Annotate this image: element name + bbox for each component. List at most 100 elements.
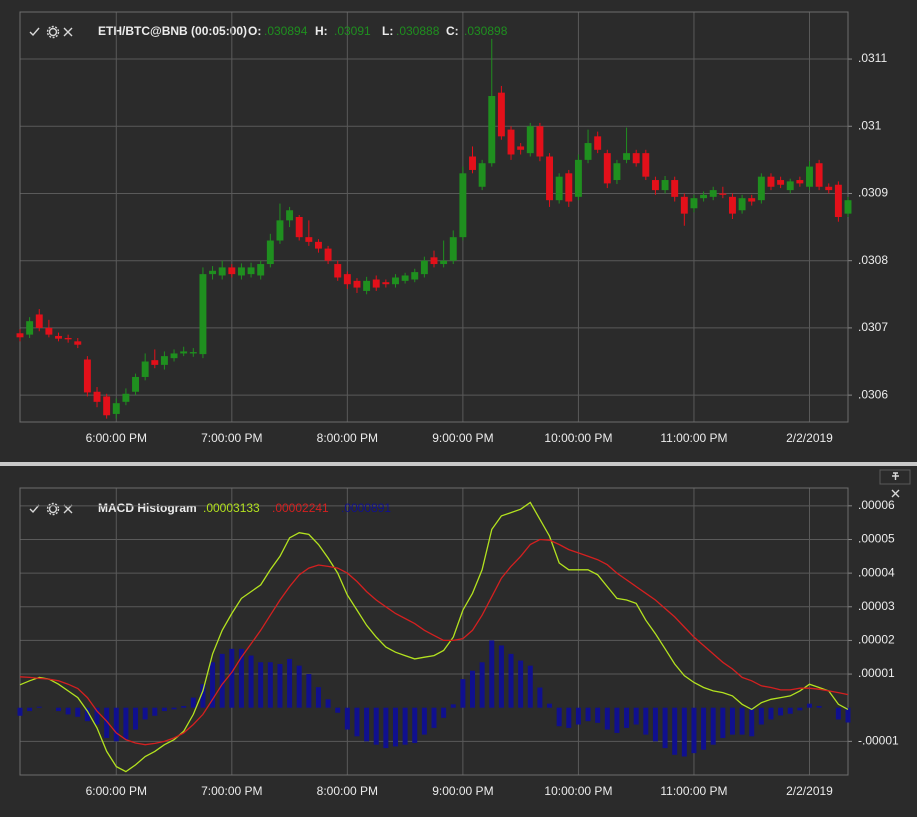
candle-body: [132, 376, 140, 392]
histogram-bar: [229, 648, 235, 708]
histogram-bar: [691, 707, 697, 754]
candle-body: [93, 391, 101, 402]
legend-entry: .00002241: [272, 501, 329, 515]
legend-key: C:: [446, 24, 459, 38]
histogram-bar: [402, 707, 408, 745]
candle-body: [83, 359, 91, 393]
candle-body: [343, 274, 351, 285]
candle-body: [372, 279, 380, 288]
histogram-bar: [315, 687, 321, 708]
histogram-bar: [701, 707, 707, 750]
top-toolbar: [29, 25, 73, 39]
x-tick-label: 11:00:00 PM: [660, 784, 727, 798]
settings-icon[interactable]: [46, 25, 60, 39]
x-tick-label: 8:00:00 PM: [317, 431, 378, 445]
histogram-bar: [518, 660, 524, 708]
histogram-bar: [354, 707, 360, 737]
histogram-bar: [258, 662, 264, 708]
candle-body: [738, 198, 746, 211]
candle-body: [257, 264, 265, 276]
candle-body: [170, 353, 178, 359]
x-tick-label: 6:00:00 PM: [86, 431, 147, 445]
x-tick-label: 7:00:00 PM: [201, 784, 262, 798]
candle-body: [45, 327, 53, 335]
candle-body: [796, 180, 804, 184]
pin-icon: [892, 472, 899, 480]
y-tick-label: .031: [858, 118, 882, 132]
histogram-bar: [431, 707, 437, 728]
candle-body: [584, 143, 592, 160]
candle-body: [526, 126, 534, 154]
candle-body: [295, 217, 303, 238]
candle-body: [411, 272, 419, 280]
candle-body: [189, 352, 197, 354]
candle-body: [141, 361, 149, 377]
histogram-bar: [739, 707, 745, 735]
candle-body: [74, 341, 82, 345]
histogram-bar: [161, 707, 167, 712]
y-tick-label: .0306: [858, 387, 888, 401]
histogram-bar: [575, 707, 581, 725]
candle-body: [700, 194, 708, 199]
histogram-bar: [633, 707, 639, 725]
candle-body: [228, 267, 236, 275]
histogram-bar: [527, 665, 533, 708]
histogram-bar: [787, 707, 793, 714]
close-icon[interactable]: [63, 504, 73, 514]
histogram-bar: [56, 707, 62, 712]
histogram-bar: [758, 707, 764, 725]
y-tick-label: .0307: [858, 320, 888, 334]
histogram-bar: [94, 707, 100, 725]
legend-entry: .00003133: [203, 501, 260, 515]
histogram-bar: [749, 707, 755, 737]
candle-body: [35, 314, 43, 328]
histogram-bar: [768, 707, 774, 720]
panel-close-icon[interactable]: [891, 489, 900, 498]
histogram-bar: [556, 707, 562, 727]
chart-title: ETH/BTC@BNB (00:05:00): [98, 24, 247, 38]
check-icon[interactable]: [29, 504, 40, 514]
candle-body: [420, 260, 428, 275]
candle-body: [218, 267, 226, 276]
histogram-bar: [152, 707, 158, 716]
histogram-bar: [729, 707, 735, 735]
histogram-bar: [133, 707, 139, 730]
candle-body: [26, 321, 34, 335]
histogram-bar: [200, 684, 206, 708]
candle-body: [651, 180, 659, 191]
candle-body: [632, 153, 640, 164]
candle-body: [160, 356, 168, 365]
indicator-line: [19, 538, 849, 746]
candle-body: [574, 159, 582, 197]
close-icon[interactable]: [63, 27, 73, 37]
histogram-bar: [412, 707, 418, 744]
candle-body: [449, 237, 457, 261]
x-tick-label: 7:00:00 PM: [201, 431, 262, 445]
histogram-bar: [595, 707, 601, 723]
histogram-bar: [547, 703, 553, 708]
x-tick-label: 2/2/2019: [786, 784, 833, 798]
histogram-bar: [460, 679, 466, 708]
histogram-bar: [383, 707, 389, 749]
candle-body: [671, 180, 679, 197]
check-icon[interactable]: [29, 27, 40, 37]
candle-body: [64, 337, 72, 340]
y-tick-label: .00005: [858, 532, 895, 546]
histogram-bar: [508, 653, 514, 708]
histogram-bar: [720, 707, 726, 738]
y-tick-label: -.00001: [858, 734, 899, 748]
candle-body: [507, 129, 515, 155]
histogram-bar: [566, 707, 572, 728]
histogram-bar: [845, 707, 851, 723]
legend-value: .030898: [464, 24, 508, 38]
legend-key: H:: [315, 24, 328, 38]
legend-entry: .0000891: [341, 501, 391, 515]
plot-frame: [19, 487, 849, 776]
candle-body: [334, 264, 342, 278]
x-tick-label: 8:00:00 PM: [317, 784, 378, 798]
candle-body: [276, 220, 284, 241]
histogram-bar: [604, 707, 610, 730]
histogram-bar: [277, 663, 283, 708]
